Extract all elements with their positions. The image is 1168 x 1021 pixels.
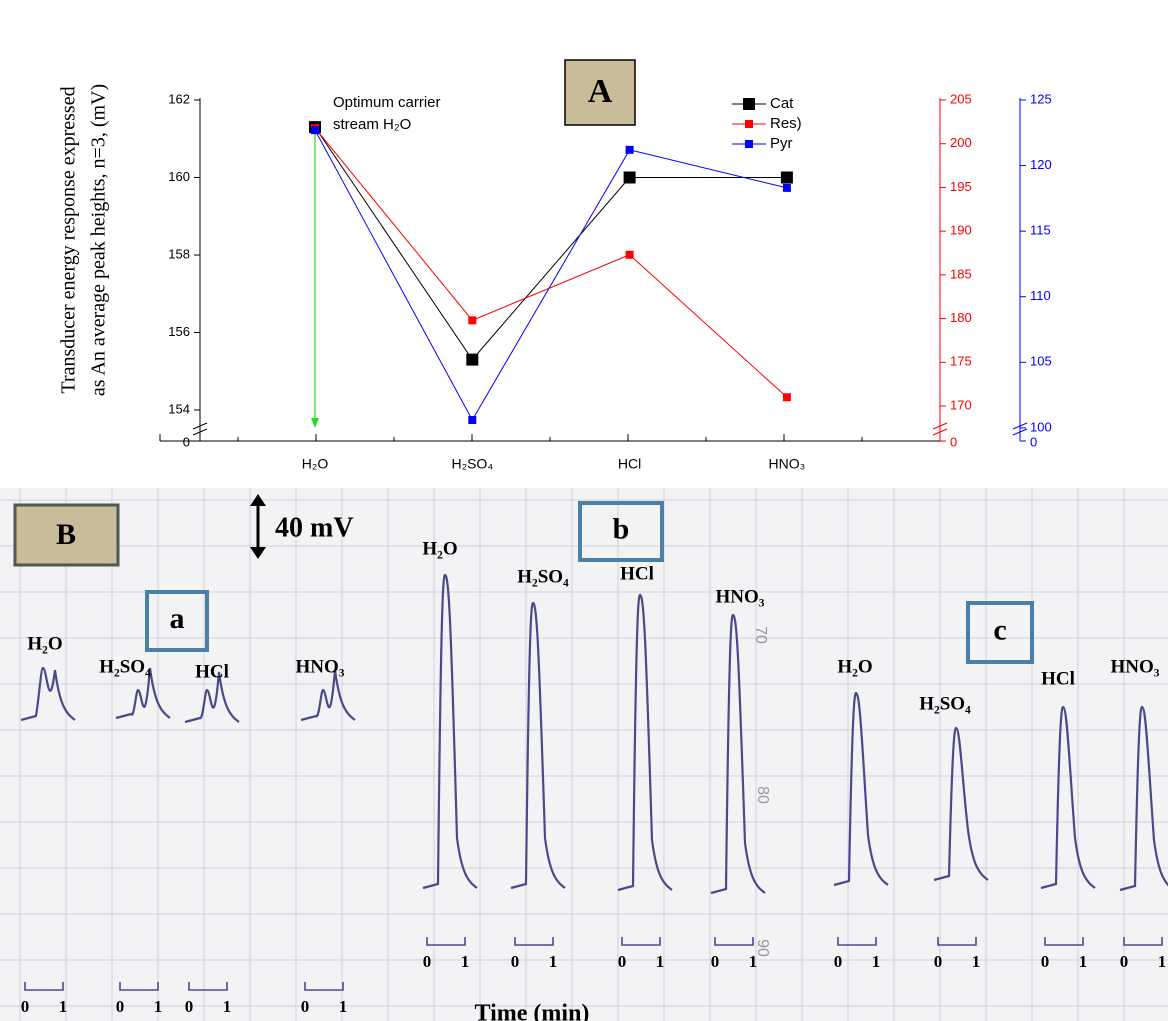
group-label: c (993, 613, 1006, 646)
group-label: a (170, 602, 185, 635)
series-line (315, 128, 787, 397)
panel-label: A (588, 73, 613, 110)
series-line (315, 127, 787, 360)
y-tick-label: 115 (1030, 223, 1051, 238)
group-label: b (613, 512, 630, 545)
peak-label: H₂O (422, 538, 457, 559)
paper (0, 488, 1168, 1021)
y-tick-label: 205 (950, 91, 972, 106)
y-tick-label: 0 (950, 434, 957, 449)
x-tick-label: H₂O (302, 456, 329, 472)
legend-marker (745, 120, 753, 128)
marker (781, 172, 793, 184)
y-tick-label: 0 (183, 434, 190, 449)
figure: A Transducer energy response expressed a… (0, 0, 1168, 1021)
annotation: stream H₂O (333, 116, 411, 133)
x-tick-label: HCl (618, 456, 641, 472)
y-tick-label: 185 (950, 266, 972, 281)
legend-marker (745, 140, 753, 148)
marker (468, 316, 476, 324)
time-tick-label: 0 (934, 952, 943, 971)
y-tick-label: 105 (1030, 354, 1052, 369)
marker (624, 172, 636, 184)
paper-mark: 80 (754, 786, 771, 804)
y-tick-label: 175 (950, 354, 972, 369)
y-tick-label: 156 (168, 324, 190, 339)
y-tick-label: 120 (1030, 157, 1052, 172)
y-tick-label: 0 (1030, 434, 1037, 449)
time-tick-label: 0 (1041, 952, 1050, 971)
y-tick-label: 100 (1030, 419, 1052, 434)
peak-label: HCl (1041, 668, 1075, 689)
panel-label: B (56, 518, 76, 551)
legend-label: Res) (770, 115, 802, 132)
y-tick-label: 125 (1030, 91, 1052, 106)
paper-mark: 70 (752, 626, 769, 644)
x-tick-label: H₂SO₄ (452, 456, 494, 472)
time-tick-label: 0 (1120, 952, 1129, 971)
time-tick-label: 1 (461, 952, 470, 971)
peak-label: HNO₃ (296, 656, 345, 677)
y-tick-label: 190 (950, 223, 972, 238)
time-tick-label: 1 (972, 952, 981, 971)
x-axis-label: Time (min) (475, 1001, 590, 1021)
marker (626, 146, 634, 154)
marker (311, 126, 319, 134)
peak-label: H₂SO₄ (517, 566, 569, 587)
time-tick-label: 1 (749, 952, 758, 971)
time-tick-label: 0 (511, 952, 520, 971)
y-axis-label: as An average peak heights, n=3, (mV) (88, 84, 110, 396)
time-tick-label: 1 (154, 997, 163, 1016)
peak-label: H₂O (837, 656, 872, 677)
y-tick-label: 154 (168, 401, 190, 416)
marker (783, 393, 791, 401)
time-tick-label: 1 (339, 997, 348, 1016)
y-tick-label: 110 (1030, 288, 1051, 303)
page: A Transducer energy response expressed a… (0, 0, 1168, 1021)
time-tick-label: 1 (656, 952, 665, 971)
scale-label: 40 mV (275, 512, 354, 543)
series-line (315, 130, 787, 420)
y-tick-label: 195 (950, 179, 972, 194)
time-tick-label: 1 (59, 997, 68, 1016)
time-tick-label: 1 (549, 952, 558, 971)
legend-label: Cat (770, 95, 794, 112)
annotation: Optimum carrier (333, 94, 441, 111)
y-tick-label: 162 (168, 91, 190, 106)
y-tick-label: 180 (950, 310, 972, 325)
legend-marker (743, 98, 755, 110)
peak-label: HCl (620, 563, 654, 584)
time-tick-label: 1 (1079, 952, 1088, 971)
peak-label: HNO₃ (716, 586, 765, 607)
y-tick-label: 158 (168, 246, 190, 261)
marker (626, 251, 634, 259)
time-tick-label: 0 (301, 997, 310, 1016)
time-tick-label: 0 (116, 997, 125, 1016)
time-tick-label: 1 (1158, 952, 1167, 971)
time-tick-label: 1 (872, 952, 881, 971)
y-tick-label: 200 (950, 135, 972, 150)
time-tick-label: 0 (834, 952, 843, 971)
y-tick-label: 170 (950, 397, 972, 412)
peak-label: HNO₃ (1111, 656, 1160, 677)
peak-label: H₂O (27, 633, 62, 654)
time-tick-label: 0 (618, 952, 627, 971)
marker (783, 184, 791, 192)
time-tick-label: 0 (21, 997, 30, 1016)
marker (466, 354, 478, 366)
x-tick-label: HNO₃ (768, 456, 805, 472)
legend-label: Pyr (770, 135, 793, 152)
time-tick-label: 0 (185, 997, 194, 1016)
time-tick-label: 0 (711, 952, 720, 971)
arrow-head (311, 418, 319, 428)
y-axis-label: Transducer energy response expressed (58, 86, 80, 393)
time-tick-label: 1 (223, 997, 232, 1016)
y-tick-label: 160 (168, 169, 190, 184)
peak-label: H₂SO₄ (919, 693, 971, 714)
peak-label: HCl (195, 661, 229, 682)
peak-label: H₂SO₄ (99, 656, 151, 677)
marker (468, 416, 476, 424)
time-tick-label: 0 (423, 952, 432, 971)
